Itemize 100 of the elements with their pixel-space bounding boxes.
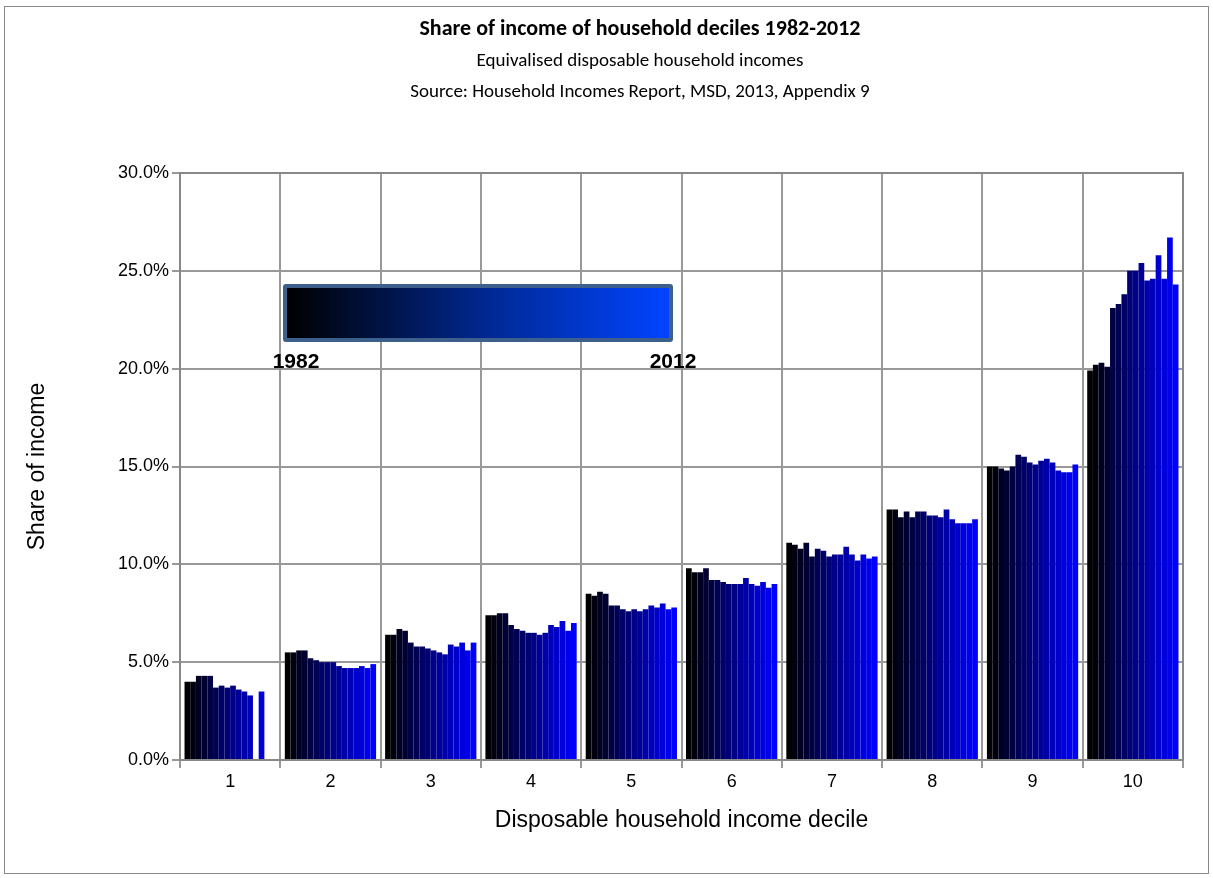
bar <box>1104 366 1111 759</box>
bar <box>542 632 549 759</box>
bar <box>671 607 677 759</box>
bar <box>190 681 196 759</box>
x-tick-label: 6 <box>726 770 737 791</box>
bar <box>826 556 832 759</box>
bar <box>247 695 253 759</box>
bar <box>708 579 715 759</box>
bar <box>955 523 961 759</box>
bar <box>831 554 838 759</box>
bar <box>743 578 749 759</box>
y-tick-label: 15.0% <box>117 455 169 476</box>
bar <box>920 511 927 759</box>
bar <box>654 607 660 759</box>
bar <box>319 662 325 759</box>
bar <box>591 595 598 759</box>
bar <box>866 558 872 759</box>
bar <box>1004 470 1010 759</box>
bar <box>1144 280 1150 759</box>
bar <box>898 517 904 759</box>
bar <box>1043 458 1050 759</box>
x-tick-label: 2 <box>325 770 336 791</box>
bar <box>224 687 231 759</box>
x-tick-label: 7 <box>826 770 837 791</box>
bar <box>760 581 766 759</box>
bar <box>296 650 302 759</box>
bar <box>737 583 744 759</box>
x-tick-label: 1 <box>225 770 236 791</box>
bar <box>230 685 236 759</box>
bar <box>284 652 291 759</box>
bar <box>213 687 219 759</box>
bar <box>966 523 973 759</box>
bar <box>513 628 520 759</box>
bar <box>419 646 426 759</box>
bar <box>849 554 855 759</box>
bar <box>725 583 732 759</box>
bar <box>949 519 956 759</box>
x-tick-label: 3 <box>425 770 436 791</box>
y-tick-label: 5.0% <box>127 651 169 672</box>
bar <box>720 581 726 759</box>
bar <box>1149 278 1156 759</box>
chart-title: Share of income of household deciles 1982-2012 <box>418 14 862 41</box>
bar <box>531 632 537 759</box>
bar <box>1087 370 1093 759</box>
bar <box>370 664 377 759</box>
x-tick-label: 10 <box>1122 770 1143 791</box>
y-tick-label: 20.0% <box>117 357 169 378</box>
bar <box>871 556 878 759</box>
bar <box>508 624 514 759</box>
bar <box>1132 270 1139 759</box>
y-tick-label: 30.0% <box>117 161 169 182</box>
bar <box>1161 278 1168 759</box>
x-tick-label: 8 <box>927 770 938 791</box>
bar <box>814 548 821 759</box>
bar <box>1092 364 1099 759</box>
bar <box>786 542 793 759</box>
bar <box>358 666 365 759</box>
bar <box>353 668 359 759</box>
bar <box>860 554 867 759</box>
annotation: 1982 <box>271 349 321 373</box>
bar <box>336 666 342 759</box>
bar <box>602 593 609 759</box>
bar <box>631 609 638 759</box>
bar <box>464 650 471 759</box>
bar <box>553 626 560 759</box>
bar <box>570 623 577 759</box>
y-tick-label: 25.0% <box>117 259 169 280</box>
bar <box>792 544 798 759</box>
bar <box>1055 470 1062 759</box>
bar <box>485 615 492 759</box>
bar <box>614 605 620 759</box>
bar <box>341 668 348 759</box>
bar <box>909 517 916 759</box>
bar <box>1061 472 1067 759</box>
bar <box>1121 294 1128 759</box>
bar <box>1167 237 1173 759</box>
x-tick-label: 5 <box>626 770 637 791</box>
bar <box>195 675 202 759</box>
bar <box>809 556 815 759</box>
x-axis-title: Disposable household income decile <box>494 805 869 832</box>
bar <box>402 630 408 759</box>
x-tick-label: 9 <box>1027 770 1038 791</box>
y-tick-label: 10.0% <box>117 553 169 574</box>
bar <box>703 568 709 759</box>
x-tick-label: 4 <box>526 770 537 791</box>
bar <box>932 515 938 759</box>
bar <box>892 509 899 759</box>
bar <box>565 630 571 759</box>
bar <box>697 572 704 759</box>
bar <box>313 660 320 759</box>
bar <box>390 634 397 759</box>
bar <box>659 603 666 759</box>
chart-subtitle: Equivalised disposable household incomes <box>475 48 805 71</box>
bar <box>207 675 214 759</box>
annotation: 2012 <box>648 349 698 373</box>
bar <box>1038 460 1044 759</box>
bar <box>803 542 810 759</box>
bar <box>937 517 944 759</box>
bar <box>1110 308 1116 759</box>
bar <box>986 466 993 759</box>
